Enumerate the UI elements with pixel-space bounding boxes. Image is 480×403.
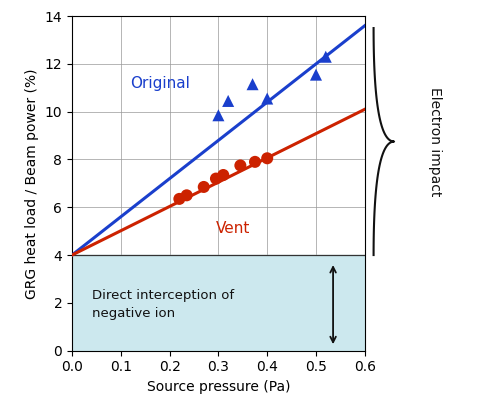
- Point: [183, 192, 191, 199]
- Point: [249, 81, 256, 87]
- Point: [264, 96, 271, 102]
- X-axis label: Source pressure (Pa): Source pressure (Pa): [147, 380, 290, 394]
- Point: [264, 155, 271, 162]
- Text: Electron impact: Electron impact: [428, 87, 442, 196]
- Point: [312, 71, 320, 78]
- Point: [200, 184, 208, 190]
- Point: [215, 112, 222, 118]
- Point: [219, 172, 227, 178]
- Point: [224, 98, 232, 104]
- Point: [322, 54, 330, 60]
- Point: [237, 162, 244, 169]
- Point: [176, 196, 183, 202]
- Point: [251, 159, 259, 165]
- Text: Direct interception of
negative ion: Direct interception of negative ion: [92, 289, 234, 320]
- Bar: [72, 255, 365, 351]
- Text: Original: Original: [131, 75, 191, 91]
- Text: Vent: Vent: [216, 221, 251, 236]
- Point: [212, 175, 220, 182]
- Y-axis label: GRG heat load / Beam power (%): GRG heat load / Beam power (%): [25, 68, 39, 299]
